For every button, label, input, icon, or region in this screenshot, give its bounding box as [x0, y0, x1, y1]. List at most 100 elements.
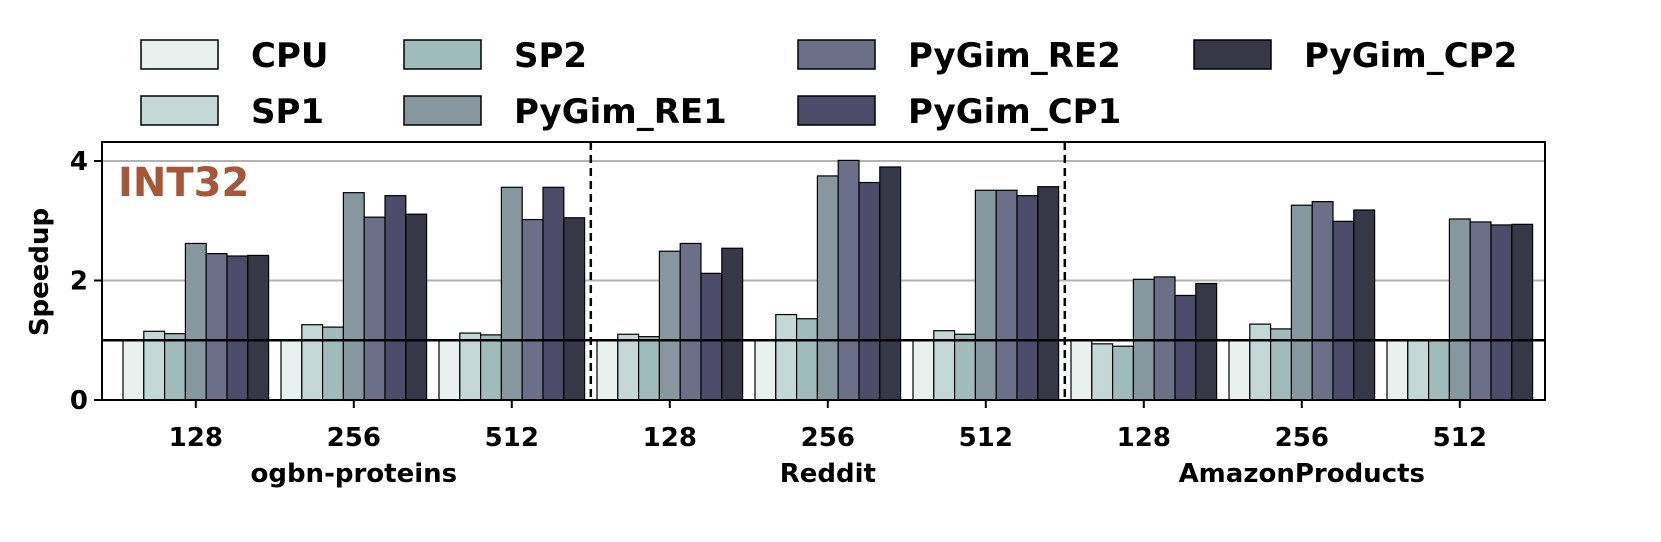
bar-AmazonProducts-512-PyGim_CP2: [1511, 223, 1534, 401]
legend-label: SP2: [514, 36, 587, 76]
x-tick-label: 256: [1275, 423, 1329, 453]
x-tick-label: 256: [801, 423, 855, 453]
bar-ogbn-proteins-256-PyGim_CP2: [405, 213, 428, 401]
x-tick-label: 512: [485, 423, 539, 453]
bar-ogbn-proteins-256-SP2: [322, 326, 345, 401]
bar-AmazonProducts-128-SP1: [1091, 343, 1114, 401]
bar-ogbn-proteins-128-PyGim_CP2: [247, 254, 270, 401]
bar-ogbn-proteins-256-SP1: [301, 324, 324, 401]
bar-Reddit-256-PyGim_RE1: [816, 175, 839, 401]
bar-AmazonProducts-512-PyGim_RE2: [1469, 221, 1492, 401]
bar-ogbn-proteins-128-SP1: [143, 330, 166, 401]
bar-ogbn-proteins-256-PyGim_RE1: [342, 192, 365, 401]
bar-AmazonProducts-512-CPU: [1386, 339, 1409, 401]
bar-AmazonProducts-256-PyGim_CP2: [1353, 209, 1376, 401]
bar-ogbn-proteins-256-PyGim_CP1: [384, 195, 407, 401]
bar-Reddit-128-PyGim_RE2: [679, 242, 702, 401]
legend-label: PyGim_RE2: [908, 36, 1121, 76]
bar-AmazonProducts-128-PyGim_CP2: [1195, 282, 1218, 401]
y-axis-label: Speedup: [25, 208, 55, 336]
legend-label: PyGim_RE1: [514, 92, 727, 132]
bar-Reddit-128-PyGim_CP2: [721, 247, 744, 401]
group-label: Reddit: [780, 459, 876, 489]
bar-ogbn-proteins-128-CPU: [122, 339, 145, 401]
legend-swatch: [140, 95, 219, 126]
group-label: AmazonProducts: [1179, 459, 1425, 489]
x-tick-label: 256: [327, 423, 381, 453]
bar-ogbn-proteins-512-PyGim_RE2: [521, 218, 544, 401]
bar-AmazonProducts-256-SP1: [1249, 323, 1272, 401]
legend-item: PyGim_RE2: [797, 36, 1121, 76]
bar-ogbn-proteins-512-PyGim_CP2: [563, 217, 586, 401]
bar-ogbn-proteins-512-SP1: [459, 332, 482, 401]
x-tick-label: 128: [1117, 423, 1171, 453]
legend-swatch: [797, 39, 876, 70]
bar-Reddit-512-PyGim_RE1: [974, 189, 997, 401]
x-tick-label: 512: [1433, 423, 1487, 453]
legend-swatch: [403, 39, 482, 70]
bar-Reddit-256-SP1: [775, 313, 798, 401]
group-separators: [589, 142, 1067, 400]
bar-AmazonProducts-256-CPU: [1228, 339, 1251, 401]
bar-Reddit-256-PyGim_RE2: [837, 159, 860, 401]
plot-frame: [101, 141, 1546, 401]
bar-Reddit-512-SP2: [953, 333, 976, 401]
bar-AmazonProducts-128-SP2: [1111, 345, 1134, 401]
legend-item: PyGim_RE1: [403, 92, 727, 132]
bar-AmazonProducts-128-PyGim_RE2: [1153, 276, 1176, 401]
bar-Reddit-512-CPU: [912, 339, 935, 401]
bar-AmazonProducts-512-PyGim_CP1: [1490, 224, 1513, 401]
legend-item: PyGim_CP2: [1193, 36, 1517, 76]
bar-ogbn-proteins-128-PyGim_RE2: [205, 253, 228, 401]
bar-AmazonProducts-256-PyGim_RE2: [1311, 201, 1334, 401]
bar-ogbn-proteins-128-PyGim_CP1: [226, 255, 249, 401]
bar-ogbn-proteins-256-CPU: [280, 339, 303, 401]
bar-AmazonProducts-512-SP1: [1407, 339, 1430, 401]
bar-AmazonProducts-128-CPU: [1070, 339, 1093, 401]
y-tick-label: 4: [70, 147, 88, 177]
bar-Reddit-128-SP1: [617, 333, 640, 401]
legend-label: PyGim_CP1: [908, 92, 1121, 132]
legend-label: PyGim_CP2: [1304, 36, 1517, 76]
bar-Reddit-512-PyGim_CP2: [1037, 186, 1060, 401]
bar-AmazonProducts-128-PyGim_CP1: [1174, 294, 1197, 401]
y-axis: 0 2 4: [70, 147, 102, 416]
legend-item: PyGim_CP1: [797, 92, 1121, 132]
bar-Reddit-256-SP2: [795, 318, 818, 401]
bar-ogbn-proteins-512-CPU: [438, 339, 461, 401]
bar-AmazonProducts-256-PyGim_CP1: [1332, 220, 1355, 401]
bar-Reddit-256-CPU: [754, 339, 777, 401]
bar-AmazonProducts-512-SP2: [1427, 340, 1450, 401]
bar-Reddit-128-CPU: [596, 339, 619, 401]
legend-item: CPU: [140, 36, 328, 76]
bar-Reddit-128-PyGim_RE1: [658, 250, 681, 401]
legend-item: SP2: [403, 36, 587, 76]
legend-swatch: [140, 39, 219, 70]
bar-Reddit-512-PyGim_CP1: [1016, 195, 1039, 401]
legend-label: CPU: [251, 36, 328, 76]
bar-AmazonProducts-512-PyGim_RE1: [1448, 218, 1471, 401]
y-tick-label: 0: [70, 386, 88, 416]
y-tick-label: 2: [70, 267, 88, 297]
legend-swatch: [1193, 39, 1272, 70]
bar-Reddit-256-PyGim_CP2: [879, 166, 902, 401]
bar-Reddit-256-PyGim_CP1: [858, 181, 881, 401]
x-tick-label: 128: [169, 423, 223, 453]
x-axis: 128 256 512 ogbn-proteins 128 256 512 Reddit 128…: [169, 400, 1487, 489]
bar-AmazonProducts-256-PyGim_RE1: [1290, 204, 1313, 401]
bars: [122, 159, 1534, 401]
x-tick-label: 512: [959, 423, 1013, 453]
bar-ogbn-proteins-128-SP2: [164, 333, 187, 401]
legend-item: SP1: [140, 92, 324, 132]
bar-ogbn-proteins-256-PyGim_RE2: [363, 216, 386, 401]
bar-ogbn-proteins-128-PyGim_RE1: [184, 242, 207, 401]
bar-Reddit-128-SP2: [637, 336, 660, 401]
legend-swatch: [403, 95, 482, 126]
legend-label: SP1: [251, 92, 324, 132]
x-tick-label: 128: [643, 423, 697, 453]
bar-Reddit-512-PyGim_RE2: [995, 189, 1018, 401]
bar-ogbn-proteins-512-PyGim_RE1: [500, 186, 523, 401]
legend: CPU SP1 SP2 PyGim_RE1 PyGim_RE2 PyGim_CP1 PyGi…: [140, 36, 1517, 132]
int32-annotation: INT32: [118, 160, 249, 206]
